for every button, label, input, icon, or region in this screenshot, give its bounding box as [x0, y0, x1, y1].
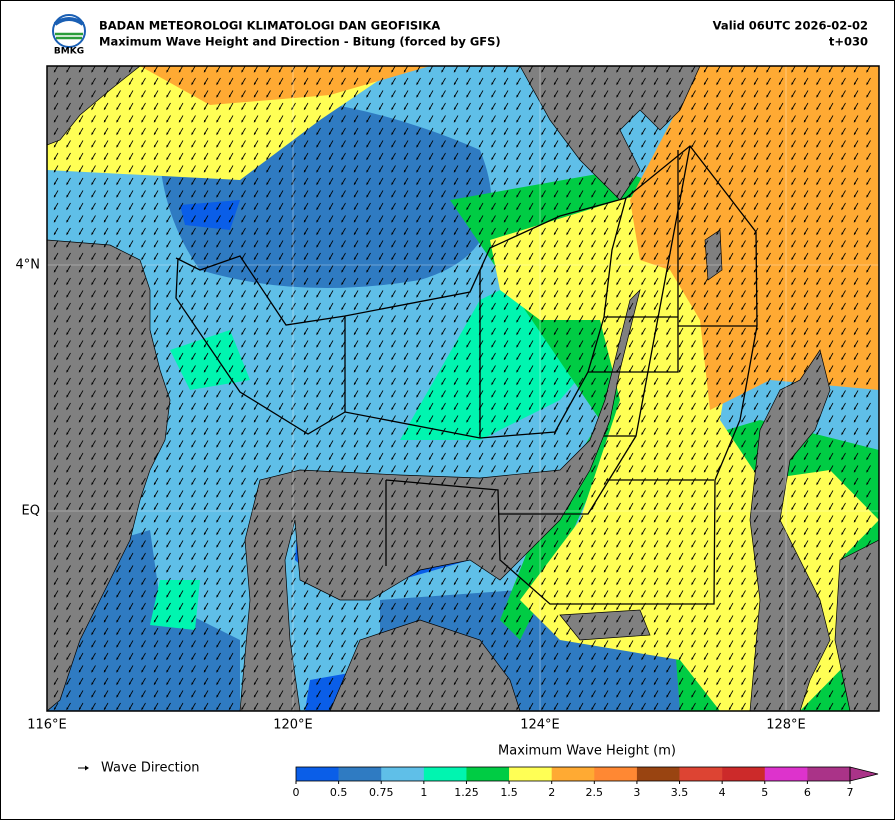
colorbar-segment	[466, 767, 510, 781]
colorbar-tick-label: 7	[847, 786, 854, 799]
colorbar-segment	[679, 767, 723, 781]
colorbar-tick-label: 4	[719, 786, 726, 799]
colorbar-tick-label: 2.5	[586, 786, 604, 799]
colorbar-segment	[338, 767, 382, 781]
lon-label: 128°E	[766, 718, 806, 733]
colorbar-segment	[551, 767, 595, 781]
colorbar-tick-label: 0.5	[330, 786, 348, 799]
colorbar-tick-label: 5	[761, 786, 768, 799]
colorbar-tick-label: 0.75	[369, 786, 394, 799]
map-frame	[46, 65, 880, 712]
colorbar-tick-label: 1.25	[454, 786, 479, 799]
legend-label: Wave Direction	[101, 761, 200, 776]
colorbar-segment	[381, 767, 425, 781]
colorbar-tick-label: 1	[420, 786, 427, 799]
colorbar-segment	[807, 767, 851, 781]
colorbar-segment	[423, 767, 467, 781]
lat-label: EQ	[22, 504, 40, 519]
colorbar-segment	[722, 767, 766, 781]
colorbar-tick-label: 2	[548, 786, 555, 799]
legend	[78, 765, 89, 771]
map	[47, 66, 879, 711]
colorbar-tick-label: 3	[633, 786, 640, 799]
colorbar-segment	[296, 767, 339, 781]
lon-label: 116°E	[27, 718, 67, 733]
map-title: Maximum Wave Height and Direction - Bitu…	[99, 35, 501, 49]
colorbar-tick-label: 1.5	[500, 786, 518, 799]
colorbar-segment	[594, 767, 638, 781]
valid-time: Valid 06UTC 2026-02-02	[713, 19, 868, 33]
colorbar-tick-label: 0	[293, 786, 300, 799]
agency: BADAN METEOROLOGI KLIMATOLOGI DAN GEOFIS…	[99, 19, 440, 33]
colorbar-tick-label: 6	[804, 786, 811, 799]
colorbar-segment	[764, 767, 808, 781]
logo	[52, 14, 86, 48]
lead-time: t+030	[829, 35, 868, 49]
lon-label: 120°E	[273, 718, 313, 733]
lon-label: 124°E	[520, 718, 560, 733]
colorbar-title: Maximum Wave Height (m)	[498, 744, 676, 759]
colorbar-tick-label: 3.5	[671, 786, 689, 799]
colorbar-segment	[509, 767, 552, 781]
colorbar-segment	[636, 767, 680, 781]
logo-text: BMKG	[54, 47, 84, 57]
lat-label: 4°N	[16, 258, 41, 273]
colorbar-frame	[295, 766, 851, 782]
